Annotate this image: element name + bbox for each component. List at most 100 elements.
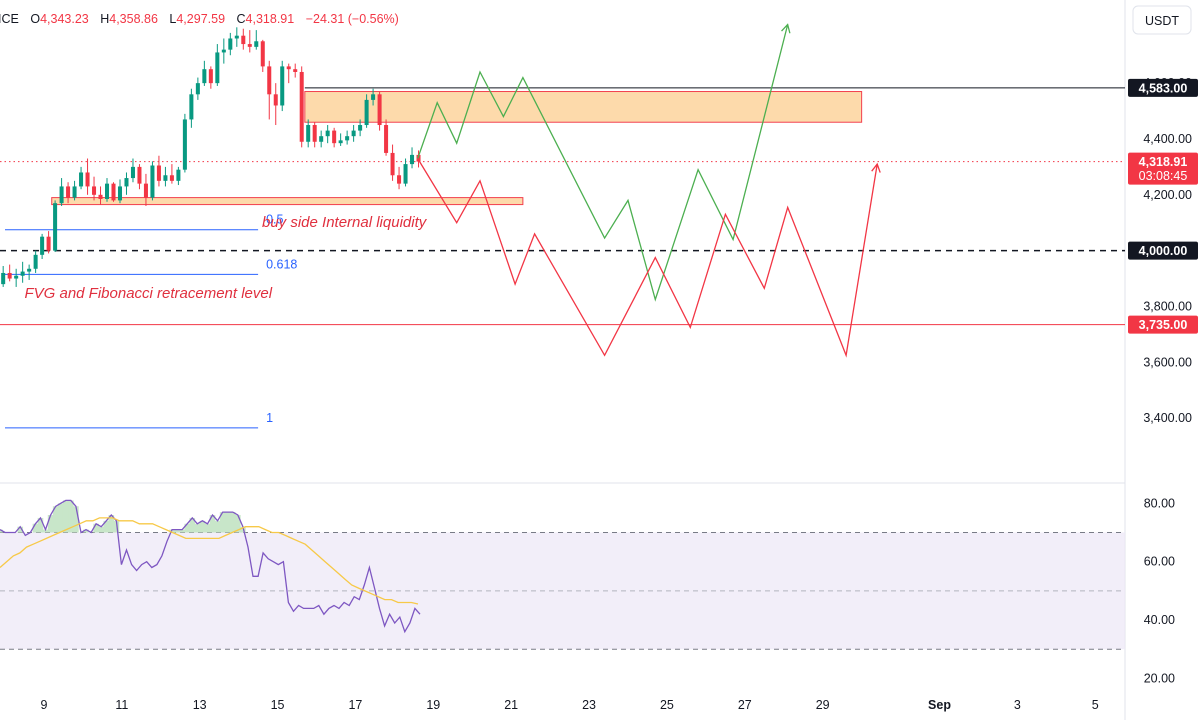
rsi-lines [0, 499, 421, 634]
candle-body [319, 136, 324, 142]
high-label: H [100, 12, 109, 26]
candle-body [241, 35, 246, 45]
resistance-line-tag [1128, 78, 1198, 97]
buy-side-liquidity-label: buy side Internal liquidity [262, 214, 428, 231]
price-tick-label: 4,400.00 [1143, 132, 1192, 146]
candle-body [371, 94, 376, 100]
candle-body [59, 186, 64, 204]
price-tick-label: 4,200.00 [1143, 188, 1192, 202]
candle-body [92, 186, 97, 195]
rsi-tick-label: 40.00 [1144, 613, 1175, 627]
candle-body [247, 44, 252, 47]
candle-body [260, 41, 265, 67]
candle-body [293, 69, 298, 72]
rsi-tick-label: 20.00 [1144, 671, 1175, 685]
candle-body [286, 66, 291, 70]
time-tick-label: 11 [115, 698, 128, 712]
candle-body [79, 172, 84, 187]
candle-body [66, 186, 71, 198]
candle-body [85, 172, 90, 187]
fibonacci-levels: 0.5 0.618 1 [5, 213, 297, 429]
candle-body [14, 275, 19, 279]
candle-body [215, 52, 220, 84]
candle-body [384, 125, 389, 153]
time-tick-label: 13 [193, 698, 207, 712]
candle-body [40, 236, 45, 255]
supply-zone [304, 91, 863, 123]
candle-body [143, 183, 148, 198]
symbol-fragment: ICE [0, 12, 19, 26]
candle-body [351, 130, 356, 137]
candle-body [221, 49, 226, 53]
candle-body [20, 271, 25, 276]
candle-body [338, 140, 343, 144]
candle-body [130, 166, 135, 179]
candle-body [117, 186, 123, 201]
high-value: 4,358.86 [109, 12, 158, 26]
last-price-line-tag-label: 4,318.91 [1139, 155, 1188, 169]
low-value: 4,297.59 [176, 12, 225, 26]
red-path [417, 158, 878, 358]
ohlc-legend: ICE O4,343.23 H4,358.86 L4,297.59 C4,318… [0, 12, 399, 26]
candle-body [156, 165, 161, 181]
candle-body [202, 69, 207, 84]
horizontal-lines [0, 87, 1125, 326]
candle-body [416, 154, 421, 162]
candle-body [182, 119, 187, 170]
candle-body [358, 125, 363, 131]
candle-body [208, 69, 213, 84]
target-line-tag-label: 3,735.00 [1139, 318, 1188, 332]
candle-body [267, 66, 272, 95]
candle-body [332, 130, 337, 144]
annotations: buy side Internal liquidity FVG and Fibon… [24, 214, 427, 302]
candle-body [299, 71, 304, 142]
projection-paths [417, 23, 881, 358]
time-tick-label: 3 [1014, 698, 1021, 712]
candle-body [176, 169, 181, 181]
rsi-band [0, 532, 1125, 650]
fvg-fib-label: FVG and Fibonacci retracement level [24, 285, 272, 302]
fvg-zone [51, 197, 524, 206]
candle-body [410, 154, 415, 165]
time-tick-label: 17 [348, 698, 362, 712]
candle-body [7, 272, 12, 279]
candle-body [98, 194, 103, 199]
time-tick-label: 21 [504, 698, 518, 712]
price-tick-label: 3,600.00 [1143, 355, 1192, 369]
currency-button[interactable]: USDT [1132, 5, 1192, 35]
candle-body [1, 272, 6, 285]
candle-body [163, 175, 168, 181]
low-label: L [169, 12, 176, 26]
candle-body [27, 268, 32, 272]
candle-body [111, 183, 116, 201]
candle-body [364, 99, 369, 126]
rsi-ma-line [0, 517, 419, 605]
candle-body [53, 203, 58, 251]
red-path-arrowhead [871, 162, 881, 173]
candle-body [280, 66, 285, 106]
candle-body [325, 130, 330, 137]
last-price-line-tag [1128, 152, 1198, 185]
fib-0.618-label: 0.618 [266, 257, 297, 271]
time-axis[interactable]: 9 11 13 15 17 19 21 23 25 27 29 Sep 3 5 [40, 698, 1098, 712]
time-tick-label: Sep [928, 698, 951, 712]
target-line-tag [1128, 315, 1198, 334]
candle-body [273, 94, 278, 106]
candle-body [169, 175, 174, 181]
open-label: O [30, 12, 40, 26]
time-tick-label: 27 [738, 698, 752, 712]
rsi-axis: 80.00 60.00 40.00 20.00 [1144, 496, 1175, 685]
candle-body [306, 125, 311, 142]
green-path [417, 24, 789, 302]
candle-body [46, 236, 51, 251]
candle-body [377, 94, 382, 126]
time-tick-label: 9 [40, 698, 47, 712]
open-value: 4,343.23 [40, 12, 89, 26]
price-axis[interactable]: 4,800.004,600.004,400.004,200.003,800.00… [1128, 20, 1198, 425]
time-tick-label: 25 [660, 698, 674, 712]
price-tick-label: 3,800.00 [1143, 299, 1192, 313]
resistance-line-tag-label: 4,583.00 [1139, 81, 1188, 95]
currency-label: USDT [1145, 14, 1179, 28]
close-value: 4,318.91 [246, 12, 295, 26]
